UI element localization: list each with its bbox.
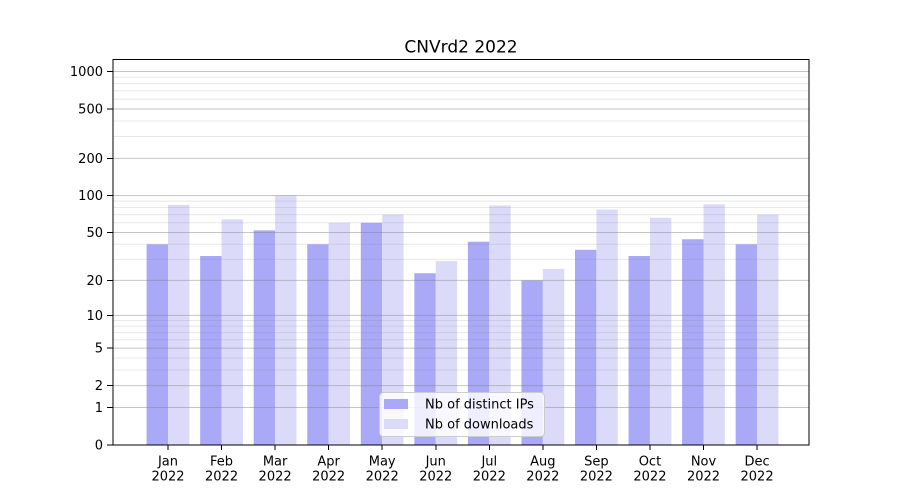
bar-nb-of-distinct-ips-feb bbox=[200, 256, 222, 445]
y-tick-label-1: 1 bbox=[95, 401, 103, 416]
x-tick-label-may: May 2022 bbox=[366, 455, 399, 485]
y-tick-label-2: 2 bbox=[95, 379, 103, 394]
x-tick-label-feb: Feb 2022 bbox=[205, 455, 238, 485]
legend-swatch-downloads-icon bbox=[384, 419, 408, 429]
bar-nb-of-downloads-sep bbox=[596, 209, 618, 445]
y-tick-label-500: 500 bbox=[78, 102, 103, 117]
bar-nb-of-downloads-may bbox=[382, 214, 404, 445]
x-tick-label-dec: Dec 2022 bbox=[741, 455, 774, 485]
bar-nb-of-downloads-aug bbox=[542, 268, 565, 445]
x-tick-label-aug: Aug 2022 bbox=[526, 455, 559, 485]
bar-nb-of-distinct-ips-may bbox=[360, 222, 383, 445]
legend-swatch-distinct-ips-icon bbox=[384, 399, 408, 409]
legend-label-distinct-ips: Nb of distinct IPs bbox=[425, 398, 534, 413]
bar-nb-of-distinct-ips-nov bbox=[682, 239, 704, 445]
x-tick-label-oct: Oct 2022 bbox=[633, 455, 666, 485]
axes-layer: 0 1 2 5 10 20 50 100 200 500 1000 Jan 2022 Feb 2022 Mar… bbox=[70, 59, 810, 485]
y-tick-label-20: 20 bbox=[86, 274, 103, 289]
chart-title: CNVrd2 2022 bbox=[404, 38, 517, 58]
x-tick-label-mar: Mar 2022 bbox=[259, 455, 292, 485]
x-tick-label-sep: Sep 2022 bbox=[580, 455, 613, 485]
x-tick-label-jun: Jun 2022 bbox=[419, 455, 452, 485]
y-tick-label-50: 50 bbox=[86, 226, 103, 241]
legend: Nb of distinct IPs Nb of downloads bbox=[379, 392, 545, 437]
y-tick-label-100: 100 bbox=[78, 189, 103, 204]
plot-box bbox=[112, 59, 810, 446]
x-tick-label-jul: Jul 2022 bbox=[473, 455, 506, 485]
bar-nb-of-distinct-ips-dec bbox=[735, 244, 758, 445]
y-tick-label-10: 10 bbox=[86, 309, 103, 324]
bar-nb-of-downloads-dec bbox=[757, 214, 779, 445]
bar-nb-of-downloads-jul bbox=[489, 205, 511, 445]
legend-box bbox=[379, 392, 545, 437]
bar-nb-of-downloads-apr bbox=[328, 222, 351, 445]
bar-nb-of-downloads-oct bbox=[649, 217, 672, 445]
y-tick-label-5: 5 bbox=[95, 342, 103, 357]
y-tick-label-1000: 1000 bbox=[70, 65, 103, 80]
bar-nb-of-distinct-ips-mar bbox=[253, 230, 276, 445]
bar-nb-of-downloads-nov bbox=[703, 204, 725, 445]
bar-nb-of-downloads-jan bbox=[168, 204, 190, 445]
grid-layer bbox=[113, 71, 809, 409]
x-tick-label-jan: Jan 2022 bbox=[151, 455, 184, 485]
bar-nb-of-distinct-ips-oct bbox=[628, 256, 650, 445]
bar-nb-of-distinct-ips-jan bbox=[146, 244, 168, 445]
legend-label-downloads: Nb of downloads bbox=[425, 418, 534, 433]
x-tick-label-apr: Apr 2022 bbox=[312, 455, 345, 485]
y-tick-label-0: 0 bbox=[95, 439, 103, 454]
bar-nb-of-distinct-ips-sep bbox=[575, 249, 597, 445]
x-tick-label-nov: Nov 2022 bbox=[687, 455, 720, 485]
bar-nb-of-downloads-feb bbox=[221, 219, 243, 445]
bar-nb-of-downloads-mar bbox=[275, 195, 297, 445]
y-tick-label-200: 200 bbox=[78, 152, 103, 167]
bar-nb-of-distinct-ips-apr bbox=[307, 244, 329, 445]
